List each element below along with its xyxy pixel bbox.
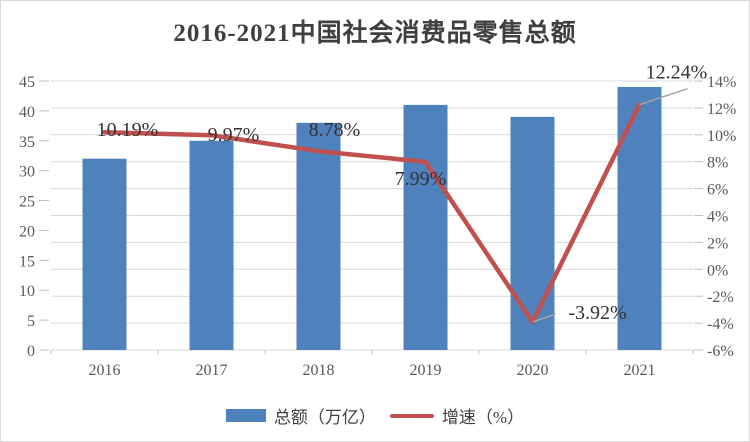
x-axis-year-label: 2019 (410, 362, 442, 379)
x-axis-year-label: 2016 (89, 362, 121, 379)
growth-data-label: 10.19% (97, 119, 159, 141)
legend-label-growth: 增速（%） (441, 408, 525, 427)
bar-2017 (189, 140, 234, 350)
chart-legend: 总额（万亿） 增速（%） (1, 403, 749, 428)
bar-2020 (510, 116, 555, 350)
right-axis-tick-label: 10% (707, 128, 736, 145)
chart-title: 2016-2021中国社会消费品零售总额 (173, 20, 577, 47)
x-axis-year-label: 2020 (517, 362, 549, 379)
left-axis-tick-label: 10 (19, 283, 35, 300)
left-axis-tick-label: 0 (27, 343, 35, 360)
bar-2018 (296, 122, 341, 350)
right-axis-tick-label: 2% (707, 235, 728, 252)
left-axis-tick-label: 25 (19, 194, 35, 211)
left-axis-tick-label: 20 (19, 223, 35, 240)
right-axis-tick-label: -6% (707, 343, 734, 360)
x-axis-year-label: 2017 (196, 362, 228, 379)
growth-data-label: -3.92% (568, 302, 626, 324)
left-axis-tick-label: 15 (19, 253, 35, 270)
right-axis-tick-label: 6% (707, 182, 728, 199)
right-axis-tick-label: 12% (707, 101, 736, 118)
growth-line (102, 102, 642, 325)
x-axis-year-label: 2018 (303, 362, 335, 379)
right-axis-tick-label: 4% (707, 209, 728, 226)
label-leader-line (639, 87, 688, 106)
growth-data-label: 9.97% (208, 124, 260, 146)
left-axis-tick-label: 30 (19, 164, 35, 181)
bar-series-swatch-icon (225, 409, 266, 422)
right-axis-tick-label: 8% (707, 155, 728, 172)
bar-2016 (82, 158, 127, 350)
left-axis-tick-label: 35 (19, 134, 35, 151)
left-axis-tick-label: 5 (27, 313, 35, 330)
right-axis-tick-label: 14% (707, 74, 736, 91)
bar-2019 (403, 104, 448, 351)
growth-data-label: 12.24% (646, 62, 708, 84)
right-axis-tick-label: -2% (707, 289, 734, 306)
left-axis-tick-label: 45 (19, 74, 35, 91)
legend-label-total: 总额（万亿） (273, 408, 376, 427)
label-leader-line (532, 313, 556, 323)
legend-item-growth: 增速（%） (389, 403, 525, 428)
right-axis-tick-label: -4% (707, 316, 734, 333)
left-axis-tick-label: 40 (19, 104, 35, 121)
growth-data-label: 7.99% (395, 168, 447, 190)
right-axis-tick-label: 0% (707, 262, 728, 279)
x-axis-year-label: 2021 (624, 362, 656, 379)
legend-item-total: 总额（万亿） (225, 403, 376, 428)
line-series-swatch-icon (389, 413, 434, 418)
growth-data-label: 8.78% (309, 119, 361, 141)
